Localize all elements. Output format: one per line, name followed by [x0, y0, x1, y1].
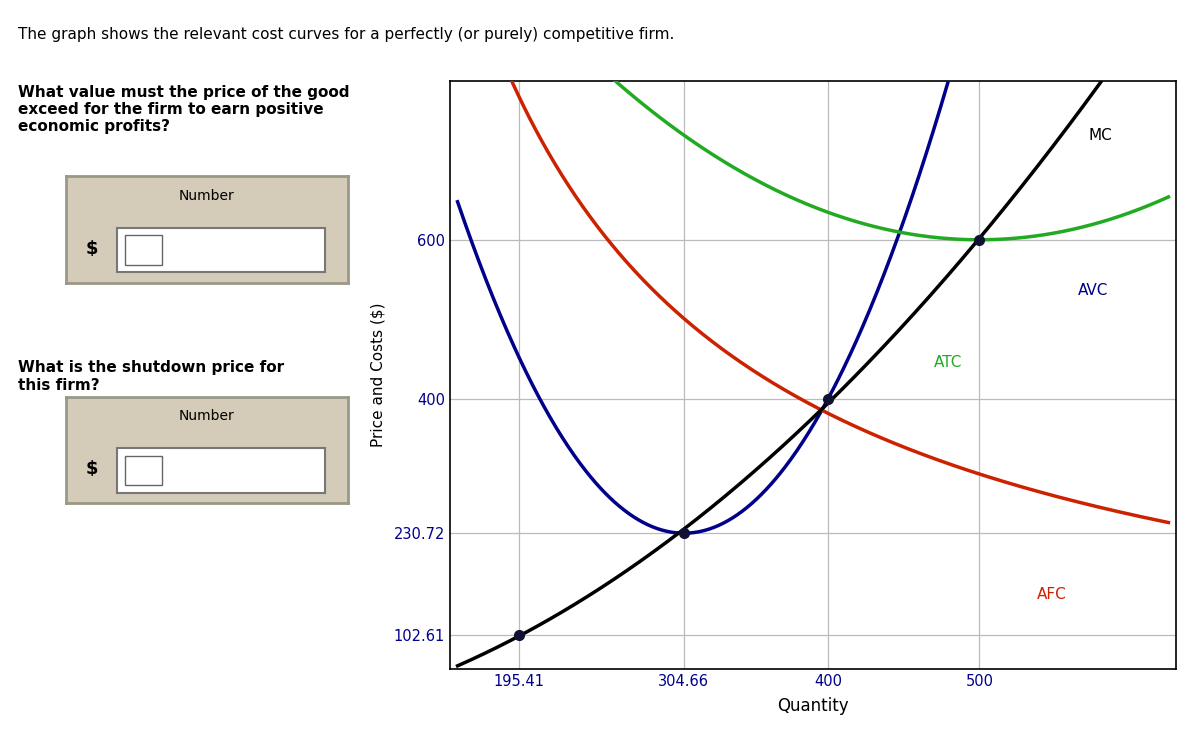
Text: What is the shutdown price for
this firm?: What is the shutdown price for this firm…	[18, 360, 284, 392]
FancyBboxPatch shape	[125, 235, 162, 265]
FancyBboxPatch shape	[116, 228, 325, 273]
Text: The graph shows the relevant cost curves for a perfectly (or purely) competitive: The graph shows the relevant cost curves…	[18, 27, 674, 42]
FancyBboxPatch shape	[116, 448, 325, 493]
FancyBboxPatch shape	[125, 456, 162, 485]
Text: $: $	[85, 240, 98, 258]
Text: Number: Number	[179, 189, 235, 203]
Text: Number: Number	[179, 409, 235, 423]
X-axis label: Quantity: Quantity	[778, 697, 848, 715]
Text: AFC: AFC	[1037, 587, 1067, 602]
Text: MC: MC	[1088, 129, 1112, 143]
Text: ATC: ATC	[934, 355, 962, 370]
Y-axis label: Price and Costs ($): Price and Costs ($)	[371, 303, 385, 447]
Text: What value must the price of the good
exceed for the firm to earn positive
econo: What value must the price of the good ex…	[18, 85, 349, 135]
Text: $: $	[85, 460, 98, 478]
Text: AVC: AVC	[1078, 284, 1108, 298]
